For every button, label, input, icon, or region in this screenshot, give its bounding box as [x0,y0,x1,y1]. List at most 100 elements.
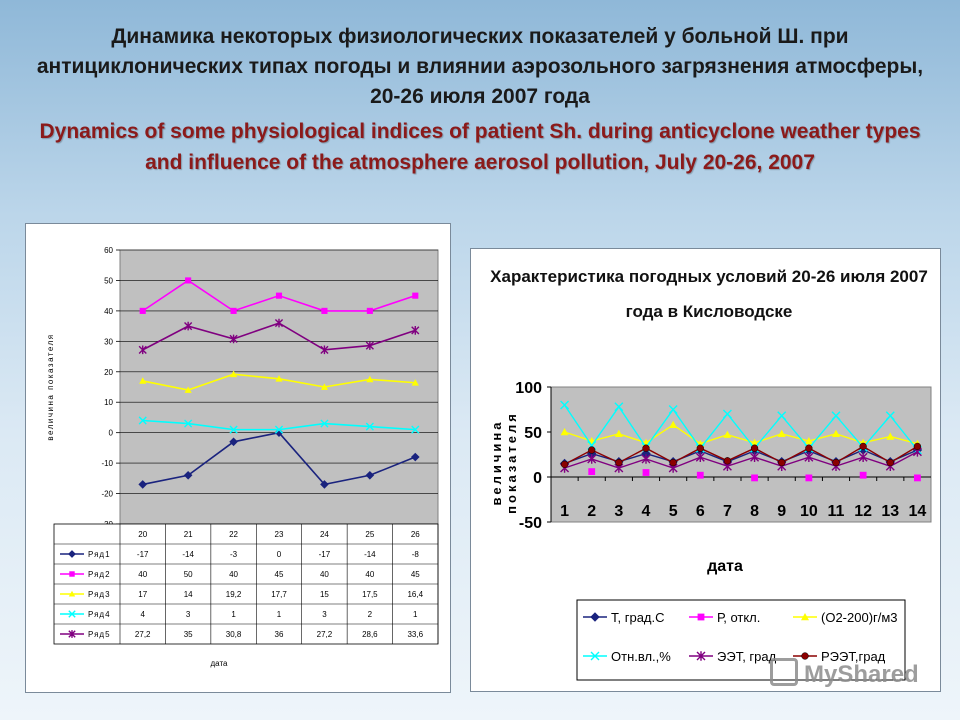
legend-label: Ряд1 [88,550,111,559]
legend-marker [801,652,809,660]
legend-marker [68,630,76,638]
legend-label: Отн.вл.,% [611,649,671,664]
x-tick-label: 7 [723,503,732,520]
legend-frame [576,599,906,681]
data-label: 30,8 [226,630,242,639]
legend-marker [696,651,706,661]
data-label: 19,2 [226,590,242,599]
x-tick-label: 1 [560,503,569,520]
y-tick-label: 0 [533,470,542,487]
legend-label: РЭЭТ,град [821,649,886,664]
data-label: 27,2 [317,630,333,639]
series-6 [560,442,922,469]
data-point [411,326,420,335]
x-tick-label: 25 [365,530,374,539]
data-point [642,444,650,452]
data-point [805,444,813,452]
data-label: 1 [231,610,236,619]
y-tick-label: 30 [104,337,113,346]
data-label: 14 [184,590,193,599]
y-tick-label: 50 [524,425,542,442]
data-point [184,321,193,331]
legend-label: ЭЭТ, град [717,649,777,664]
watermark-text: MyShared [804,661,919,688]
data-point [411,425,420,434]
data-point [366,307,373,314]
series-2 [588,468,921,482]
legend-label: Ряд2 [88,570,111,579]
series-3 [139,370,419,393]
data-point [885,411,895,421]
data-label: 4 [140,610,145,619]
data-label: 40 [138,570,147,579]
x-tick-label: 14 [909,503,927,520]
series-4 [138,416,420,434]
data-point [410,452,420,462]
x-tick-label: 22 [229,530,238,539]
legend: Т, град.С Р, откл. (О2-200)г/м3 Отн.вл.,% ЭЭ… [576,599,906,681]
data-point [696,471,704,479]
legend-label: (О2-200)г/м3 [821,610,898,625]
data-label: 36 [275,630,284,639]
legend-marker [68,610,76,618]
data-point [750,444,759,452]
data-point [560,460,569,469]
data-point [229,334,238,344]
x-tick-label: 21 [184,530,193,539]
data-label: 45 [275,570,284,579]
data-point [642,469,650,476]
data-point [138,345,147,355]
x-tick-label: 20 [138,530,147,539]
y-axis-label: величина показателя [46,333,55,440]
legend-label: Т, град.С [611,610,665,625]
y-axis-label-line-2: показателя [504,411,519,514]
y-tick-label: -50 [519,515,542,532]
chart-title-line-2: года в Кисловодске [626,302,793,321]
legend-item-6: РЭЭТ,град [793,649,886,664]
data-label: 1 [413,610,418,619]
series-2 [139,277,419,314]
data-point [751,474,758,482]
x-tick-label: 4 [642,503,651,520]
data-point [230,307,237,314]
data-point [914,474,921,482]
data-point [669,458,677,467]
data-label: 45 [411,570,420,579]
legend-marker [590,651,600,661]
data-point [858,452,868,462]
data-point [274,425,284,434]
chart-title-line-1: Характеристика погодных условий 20-26 ию… [490,267,928,286]
title-english: Dynamics of some physiological indices o… [39,120,921,174]
data-point [587,454,597,464]
data-point [229,437,238,447]
data-point [139,377,147,384]
data-label: 17,5 [362,590,378,599]
data-point [777,411,787,421]
data-point [365,341,374,350]
data-point [560,428,569,436]
x-tick-label: 11 [828,503,845,520]
data-point [560,400,570,410]
title-russian: Динамика некоторых физиологических показ… [36,25,924,108]
data-point [229,425,238,434]
legend-label: Р, откл. [717,610,760,625]
data-label: 33,6 [407,630,423,639]
data-label: -17 [137,550,149,559]
legend-marker [68,590,76,597]
physiological-chart-panel: -3 0 -20 -10 0 10 20 30 40 50 60 величина показател… [25,223,451,693]
data-point [615,458,623,467]
legend-item-3: (О2-200)г/м3 [793,610,898,625]
data-point [366,375,374,383]
watermark: MyShared [770,658,919,689]
data-point [641,454,651,464]
x-tick-label: 13 [881,503,899,520]
x-tick-label: 5 [669,503,678,520]
data-point [320,345,329,355]
data-label: 1 [277,610,282,619]
data-label: 50 [184,570,193,579]
data-label: -14 [364,550,376,559]
legend-marker [69,571,75,577]
data-point [668,405,678,414]
data-point [696,444,704,452]
